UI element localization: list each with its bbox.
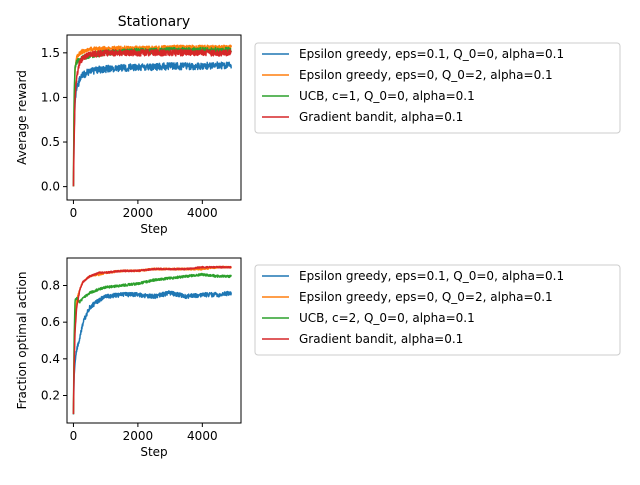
x-axis-label: Step [140, 445, 167, 459]
x-tick-label: 2000 [123, 429, 154, 443]
axes-frame [66, 34, 242, 201]
chart-title: Stationary [118, 14, 190, 30]
y-tick-label: 0.6 [41, 315, 60, 329]
y-tick-label: 1.0 [41, 90, 60, 104]
legend-entry-4: Gradient bandit, alpha=0.1 [299, 110, 463, 124]
y-tick-label: 0.4 [41, 352, 60, 366]
series-line-4 [72, 265, 232, 415]
legend: Epsilon greedy, eps=0.1, Q_0=0, alpha=0.… [254, 264, 621, 356]
legend-entry-4: Gradient bandit, alpha=0.1 [299, 332, 463, 346]
series-line-2 [72, 44, 232, 187]
axes-frame [66, 257, 242, 424]
x-tick-label: 2000 [123, 206, 154, 220]
y-tick-label: 0.2 [41, 389, 60, 403]
x-tick-label: 0 [70, 429, 78, 443]
y-tick-label: 0.0 [41, 180, 60, 194]
legend: Epsilon greedy, eps=0.1, Q_0=0, alpha=0.… [254, 42, 621, 134]
legend-entry-3: UCB, c=1, Q_0=0, alpha=0.1 [299, 89, 475, 103]
legend-entry-3: UCB, c=2, Q_0=0, alpha=0.1 [299, 311, 475, 325]
y-axis-label: Fraction optimal action [15, 272, 29, 410]
average-reward-chart: 0 2000 4000 0.0 0.5 1.0 1.5 Step Average reward S… [15, 14, 621, 236]
series-line-1 [72, 61, 232, 187]
y-tick-label: 0.8 [41, 279, 60, 293]
legend-entry-1: Epsilon greedy, eps=0.1, Q_0=0, alpha=0.… [299, 269, 564, 283]
legend-entry-1: Epsilon greedy, eps=0.1, Q_0=0, alpha=0.… [299, 47, 564, 61]
series-line-3 [72, 272, 232, 415]
legend-entry-2: Epsilon greedy, eps=0, Q_0=2, alpha=0.1 [299, 68, 553, 82]
series-line-1 [72, 290, 232, 415]
series-line-4 [72, 48, 232, 187]
x-axis-label: Step [140, 222, 167, 236]
x-tick-label: 0 [70, 206, 78, 220]
legend-entry-2: Epsilon greedy, eps=0, Q_0=2, alpha=0.1 [299, 290, 553, 304]
x-tick-label: 4000 [187, 206, 218, 220]
legend-box [254, 42, 621, 134]
y-tick-label: 1.5 [41, 46, 60, 60]
y-tick-label: 0.5 [41, 135, 60, 149]
fraction-optimal-action-chart: 0 2000 4000 0.2 0.4 0.6 0.8 Step Fraction optima… [15, 257, 621, 459]
y-axis-label: Average reward [15, 70, 29, 165]
legend-box [254, 264, 621, 356]
x-tick-label: 4000 [187, 429, 218, 443]
